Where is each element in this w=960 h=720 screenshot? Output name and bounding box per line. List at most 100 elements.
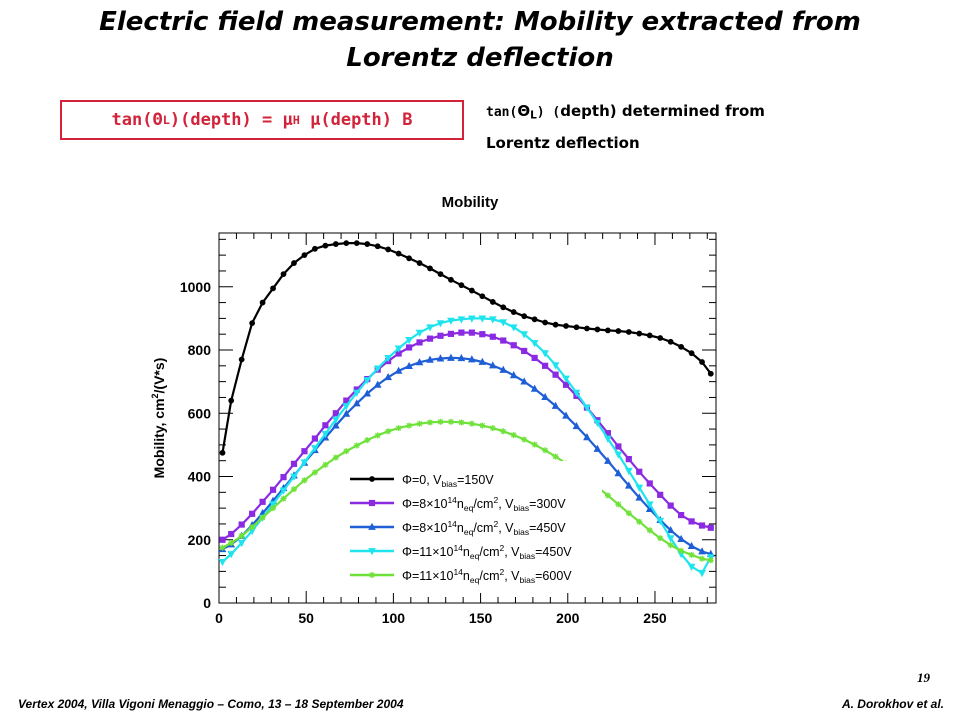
data-point bbox=[666, 526, 675, 534]
data-point bbox=[332, 241, 339, 247]
data-point bbox=[488, 316, 497, 324]
data-point bbox=[615, 328, 622, 334]
data-point bbox=[615, 443, 622, 450]
series-4 bbox=[218, 315, 715, 578]
legend-label-main: Φ=0, V bbox=[402, 473, 442, 487]
data-point bbox=[542, 319, 549, 326]
data-point bbox=[352, 399, 361, 407]
data-point bbox=[584, 325, 590, 332]
plot-frame bbox=[218, 232, 717, 604]
data-point bbox=[249, 524, 256, 531]
data-point bbox=[488, 361, 497, 369]
data-point bbox=[489, 299, 496, 305]
data-point bbox=[458, 329, 465, 336]
data-point bbox=[219, 536, 226, 543]
data-point bbox=[510, 309, 517, 315]
data-point bbox=[699, 359, 705, 365]
legend-label-main: Φ=8×10 bbox=[402, 521, 447, 535]
formula-mu-sub: H bbox=[292, 113, 300, 127]
note-line1-rest: depth) determined from bbox=[560, 102, 765, 120]
data-point bbox=[521, 436, 528, 443]
data-point bbox=[593, 419, 602, 428]
data-point bbox=[290, 460, 298, 467]
footer-authors: A. Dorokhov et al. bbox=[841, 697, 944, 711]
data-point bbox=[415, 358, 424, 366]
data-point bbox=[583, 433, 591, 441]
data-point bbox=[219, 544, 226, 551]
formula-mu: μ bbox=[282, 110, 293, 130]
data-point bbox=[707, 370, 714, 377]
data-point bbox=[447, 353, 455, 361]
data-point bbox=[604, 456, 612, 464]
data-point bbox=[552, 371, 559, 378]
note-prefix: tan( bbox=[486, 105, 518, 120]
data-point bbox=[500, 337, 507, 344]
data-point bbox=[572, 421, 581, 430]
data-point bbox=[594, 326, 601, 333]
data-point bbox=[657, 335, 664, 341]
data-point bbox=[332, 421, 340, 429]
data-point bbox=[636, 518, 643, 525]
data-point bbox=[458, 419, 465, 426]
data-point bbox=[426, 324, 434, 332]
data-point bbox=[416, 339, 423, 346]
formula-prefix: tan( bbox=[111, 110, 153, 130]
formula-note: tan(ΘL) (depth) determined from Lorentz … bbox=[486, 98, 866, 157]
data-point bbox=[698, 522, 706, 529]
y-tick-label: 1000 bbox=[180, 279, 211, 295]
data-point bbox=[646, 527, 653, 534]
data-point bbox=[500, 428, 507, 435]
data-point bbox=[510, 342, 517, 349]
data-point bbox=[352, 389, 361, 397]
data-point bbox=[427, 419, 434, 426]
legend-label-sub: bias bbox=[442, 479, 458, 489]
legend-label-mid: n bbox=[463, 569, 470, 583]
data-point bbox=[227, 551, 236, 559]
data-point bbox=[447, 418, 454, 425]
data-point bbox=[657, 535, 664, 542]
data-point bbox=[269, 486, 277, 493]
data-point bbox=[259, 299, 266, 306]
data-point bbox=[259, 498, 266, 505]
data-point bbox=[238, 356, 245, 363]
data-point bbox=[237, 540, 246, 548]
data-point bbox=[646, 332, 653, 339]
data-point bbox=[479, 293, 486, 300]
data-point bbox=[353, 240, 360, 247]
note-line-1: tan(ΘL) (depth) determined from bbox=[486, 98, 866, 130]
data-point bbox=[249, 510, 256, 517]
data-point bbox=[374, 432, 381, 439]
series-1 bbox=[219, 240, 714, 456]
legend-label-mid2: /cm bbox=[479, 569, 499, 583]
legend-label-sup: 14 bbox=[453, 543, 463, 553]
x-tick-label: 200 bbox=[556, 610, 580, 626]
legend-swatch-marker bbox=[369, 476, 375, 482]
data-point bbox=[300, 459, 309, 467]
data-point bbox=[373, 365, 382, 373]
data-point bbox=[426, 355, 434, 363]
data-point bbox=[406, 255, 412, 262]
y-tick-label: 600 bbox=[188, 405, 212, 421]
data-point bbox=[635, 493, 644, 501]
x-tick-label: 100 bbox=[382, 610, 406, 626]
data-point bbox=[479, 331, 486, 338]
data-point bbox=[572, 389, 581, 397]
axes: 0 200 400 600 800 1000 0 50 100 150 200 250 bbox=[180, 233, 716, 626]
note-after: ) ( bbox=[536, 105, 561, 120]
data-point bbox=[385, 428, 392, 435]
data-point bbox=[500, 304, 507, 311]
data-point bbox=[677, 534, 685, 543]
data-point bbox=[311, 435, 319, 442]
series-line bbox=[221, 317, 712, 575]
legend-entry-4: Φ=11×1014neq/cm2, Vbias=450V bbox=[350, 543, 572, 561]
data-point bbox=[426, 335, 434, 342]
legend-label-sub2: bias bbox=[514, 527, 530, 537]
data-point bbox=[384, 355, 392, 363]
data-point bbox=[593, 444, 602, 452]
data-point bbox=[364, 437, 371, 444]
data-point bbox=[678, 547, 685, 554]
legend-label: Φ=0, Vbias=150V bbox=[402, 473, 494, 489]
data-point bbox=[614, 451, 623, 459]
legend-label-main: Φ=11×10 bbox=[402, 569, 454, 583]
data-point bbox=[667, 338, 674, 345]
